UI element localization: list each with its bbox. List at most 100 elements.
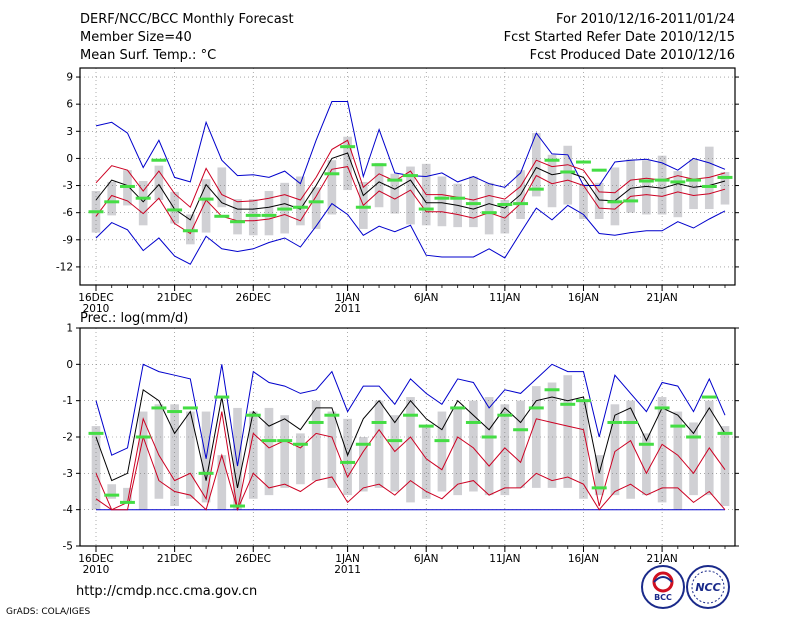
ensemble-box [201,179,211,233]
ensemble-box [579,400,588,499]
ensemble-box [594,182,604,219]
ensemble-box [563,145,573,205]
ensemble-box [296,176,305,226]
ensemble-box [437,176,447,227]
ensemble-box [673,171,683,218]
min-line [95,202,726,265]
y-tick-label: -2 [63,432,73,444]
ensemble-box [437,411,447,492]
ensemble-box [421,426,431,499]
ensemble-box [547,154,557,208]
ensemble-box [138,411,148,510]
ensemble-box [264,190,274,236]
x-tick-label: 1JAN [335,553,360,565]
y-tick-label: -4 [63,504,74,516]
ensemble-box [579,183,588,219]
ensemble-box [469,400,478,492]
x-tick-label: 11JAN [489,292,520,304]
bcc-logo-text: BCC [654,593,672,602]
header-period: For 2010/12/16-2011/01/24 [556,12,735,27]
header-start-date: Fcst Started Refer Date 2010/12/15 [504,30,735,45]
x-tick-year-label: 2010 [83,564,110,576]
ensemble-box [484,182,494,235]
x-tick-label: 6JAN [414,553,439,565]
y-tick-label: 1 [66,323,73,335]
ensemble-box [500,404,510,496]
y-tick-label: 6 [66,99,73,111]
footer-credit: GrADS: COLA/IGES [6,607,90,617]
ensemble-box [390,173,400,214]
ensemble-box [233,199,242,235]
y-tick-label: -12 [56,261,73,273]
ensemble-box [689,422,698,496]
ensemble-box [186,411,195,499]
ensemble-box [531,133,541,197]
ensemble-box [170,191,179,224]
x-tick-label: 21JAN [646,553,677,565]
ensemble-box [264,407,274,496]
x-tick-label: 26DEC [236,553,271,565]
ensemble-box [280,415,290,488]
ensemble-box [657,155,667,215]
ensemble-box [390,415,400,492]
ensemble-box [516,400,525,488]
y-tick-label: -3 [63,180,73,192]
y-tick-label: 9 [66,72,73,84]
ensemble-box [91,426,101,510]
footer-url[interactable]: http://cmdp.ncc.cma.gov.cn [76,584,257,599]
ensemble-box [469,176,478,228]
header-title: DERF/NCC/BCC Monthly Forecast [80,12,294,27]
ensemble-box [642,433,651,496]
header-left: DERF/NCC/BCC Monthly Forecast Member Siz… [80,12,294,63]
ensemble-box [233,407,242,510]
ensemble-box [374,400,384,488]
y-tick-label: -9 [63,234,73,246]
ensemble-box [343,136,352,191]
ensemble-box [720,171,730,205]
ensemble-box [107,181,117,216]
bcc-logo: BCC [641,565,685,609]
y-tick-label: -5 [63,541,73,553]
y-tick-label: -3 [63,468,73,480]
ensemble-box [311,400,321,481]
mean-upper-line [95,411,726,511]
plot-frame [79,67,736,286]
x-tick-label: 21DEC [157,553,192,565]
ensemble-box [217,167,227,208]
header-variable: Mean Surf. Temp.: °C [80,48,216,63]
ensemble-box [248,411,258,499]
ensemble-box [642,160,651,215]
header-right: For 2010/12/16-2011/01/24 Fcst Started R… [504,12,735,63]
max-line [95,363,726,467]
ensemble-box [374,162,384,208]
y-tick-label: 3 [66,126,73,138]
x-tick-label: 1JAN [335,292,360,304]
precip-panel-title: Prec.: log(mm/d) [80,311,188,326]
ensemble-box [673,411,683,510]
x-tick-label: 21DEC [157,292,192,304]
ensemble-box [248,199,258,236]
ensemble-box [138,181,148,226]
ensemble-box [626,400,635,499]
ensemble-box [296,433,305,485]
y-tick-label: 0 [66,153,73,165]
ensemble-box [123,487,132,503]
x-tick-label: 16JAN [568,553,599,565]
ensemble-box [107,484,117,499]
y-tick-label: -1 [63,395,73,407]
ncc-logo: NCC [686,565,730,609]
ncc-logo-text: NCC [695,581,720,594]
ensemble-box [154,404,164,499]
x-tick-label: 21JAN [646,292,677,304]
y-tick-label: 0 [66,359,73,371]
mean-upper-line [95,139,726,209]
ensemble-box [406,397,415,503]
ensemble-box [720,426,730,507]
mean-lower-line [95,166,726,235]
y-tick-label: -6 [63,207,74,219]
header-member-size: Member Size=40 [80,30,192,45]
ensemble-mean-line [95,152,726,221]
ensemble-box [563,375,573,488]
